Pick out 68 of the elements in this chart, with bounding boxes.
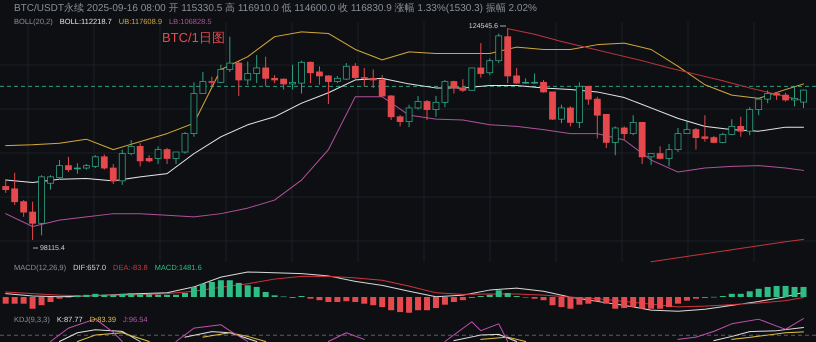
bar (450, 297, 457, 302)
bar (190, 286, 197, 297)
bar (442, 297, 448, 305)
bar (657, 297, 664, 309)
bar (352, 297, 358, 302)
bar (2, 297, 9, 304)
bar (325, 297, 332, 302)
bar (254, 286, 260, 297)
bar (594, 297, 600, 302)
bar (728, 294, 735, 297)
bar (424, 297, 430, 310)
bar (504, 292, 511, 297)
bar (182, 292, 188, 297)
bar (262, 292, 269, 297)
bar (343, 297, 350, 302)
bar (782, 286, 789, 297)
bar (361, 297, 368, 304)
bar (334, 297, 340, 302)
bar (756, 288, 762, 297)
bar (612, 297, 618, 309)
bar (236, 282, 242, 297)
bar (774, 286, 780, 297)
bar (119, 294, 126, 297)
bar (550, 297, 556, 306)
bar (675, 297, 682, 304)
bar (30, 297, 36, 309)
bar (316, 297, 322, 300)
bar (146, 294, 152, 297)
bar (684, 297, 690, 301)
bar (630, 297, 636, 308)
bar (244, 285, 251, 297)
bar (92, 294, 98, 297)
bar (792, 286, 798, 297)
bar (370, 297, 376, 306)
bar (48, 297, 54, 302)
bar (38, 297, 45, 306)
annotation: BTC/1日图 (162, 30, 225, 45)
bar (226, 280, 233, 297)
bar (406, 297, 412, 313)
bar (12, 297, 18, 304)
bar (208, 282, 215, 297)
bar (540, 297, 547, 300)
bar (388, 297, 394, 310)
bar (746, 291, 753, 297)
bar (397, 297, 404, 312)
bar (128, 292, 134, 297)
bar (137, 294, 144, 297)
bar (379, 297, 386, 308)
bar (496, 290, 502, 297)
chart-title: BTC/USDT永续 2025-09-16 08:00 开 115330.5 高 116910.0 低 114600.0 收 116830.9 涨幅 1.33%(1530.3) 振幅 2.02% (14, 2, 538, 14)
bar (567, 297, 574, 309)
bar (764, 286, 771, 297)
bar (648, 297, 654, 309)
bar (603, 297, 610, 304)
bar (585, 297, 592, 304)
bar (415, 297, 422, 310)
bar (432, 297, 439, 308)
bar (20, 297, 27, 304)
bar (460, 297, 466, 300)
bar (200, 284, 206, 297)
bar (639, 297, 646, 309)
bar (666, 297, 672, 308)
bar (800, 286, 806, 297)
bar (621, 297, 628, 308)
bar (558, 297, 564, 308)
bar (738, 294, 744, 297)
bar (576, 297, 582, 305)
bar (218, 280, 224, 297)
